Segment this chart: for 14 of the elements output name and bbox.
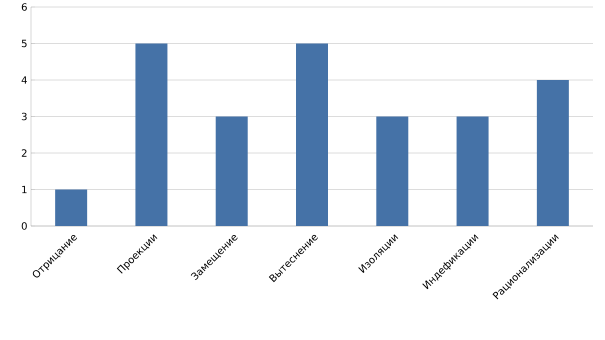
y-tick-label: 1 <box>22 186 27 194</box>
y-tick-label: 6 <box>22 3 27 11</box>
bar <box>536 80 569 226</box>
y-tick-label: 0 <box>22 222 27 230</box>
bar <box>376 116 408 226</box>
y-tick-label: 2 <box>22 149 26 157</box>
bar <box>296 44 328 226</box>
bar <box>216 116 248 226</box>
y-tick-label: 4 <box>22 76 27 84</box>
y-tick-label: 5 <box>22 40 27 48</box>
y-tick-label: 3 <box>22 112 27 120</box>
bar <box>456 116 489 226</box>
bar <box>135 44 168 226</box>
bar <box>55 190 88 226</box>
